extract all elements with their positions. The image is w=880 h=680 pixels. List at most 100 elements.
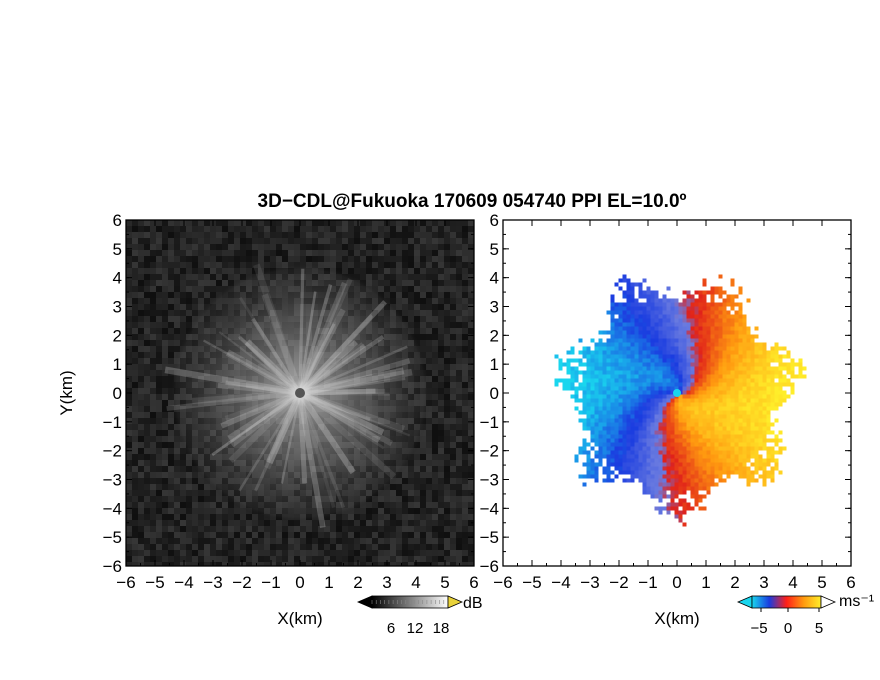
velocity-pixel: [650, 302, 655, 307]
velocity-pixel: [662, 370, 667, 375]
velocity-pixel: [666, 398, 671, 403]
velocity-pixel: [650, 374, 655, 379]
velocity-pixel: [646, 290, 651, 295]
noise-cell: [468, 466, 474, 472]
noise-cell: [168, 484, 174, 490]
velocity-pixel: [618, 318, 623, 323]
noise-cell: [162, 406, 168, 412]
velocity-pixel: [590, 410, 595, 415]
velocity-pixel: [754, 374, 759, 379]
noise-cell: [240, 238, 246, 244]
velocity-pixel: [762, 346, 767, 351]
noise-cell: [432, 478, 438, 484]
noise-cell: [144, 442, 150, 448]
velocity-pixel: [630, 306, 635, 311]
noise-cell: [126, 466, 132, 472]
noise-cell: [270, 226, 276, 232]
velocity-pixel: [754, 406, 759, 411]
velocity-pixel: [738, 338, 743, 343]
noise-cell: [456, 238, 462, 244]
noise-cell: [174, 532, 180, 538]
x-tick-label: −4: [174, 573, 193, 592]
echo-radial-streak: [298, 392, 346, 509]
noise-cell: [432, 256, 438, 262]
velocity-pixel: [706, 390, 711, 395]
velocity-pixel: [590, 358, 595, 363]
velocity-pixel: [774, 358, 779, 363]
velocity-pixel: [698, 302, 703, 307]
echo-radial-streak: [211, 391, 301, 456]
noise-cell: [288, 232, 294, 238]
velocity-pixel: [614, 390, 619, 395]
noise-cell: [228, 544, 234, 550]
velocity-pixel: [614, 398, 619, 403]
noise-cell: [144, 280, 150, 286]
velocity-pixel: [786, 354, 791, 359]
noise-cell: [282, 256, 288, 262]
velocity-pixel: [662, 402, 667, 407]
velocity-pixel: [754, 358, 759, 363]
velocity-pixel: [702, 394, 707, 399]
velocity-pixel: [746, 330, 751, 335]
velocity-pixel: [778, 346, 783, 351]
velocity-pixel: [678, 330, 683, 335]
noise-cell: [198, 232, 204, 238]
velocity-pixel: [662, 334, 667, 339]
noise-cell: [192, 526, 198, 532]
noise-cell: [132, 502, 138, 508]
noise-cell: [414, 316, 420, 322]
noise-cell: [384, 244, 390, 250]
noise-cell: [348, 232, 354, 238]
velocity-pixel: [678, 362, 683, 367]
noise-cell: [198, 280, 204, 286]
noise-cell: [396, 544, 402, 550]
noise-cell: [144, 238, 150, 244]
velocity-pixel: [710, 402, 715, 407]
velocity-pixel: [754, 350, 759, 355]
velocity-pixel: [730, 390, 735, 395]
noise-cell: [414, 274, 420, 280]
noise-cell: [198, 562, 204, 566]
velocity-pixel: [702, 386, 707, 391]
noise-cell: [432, 238, 438, 244]
velocity-pixel: [726, 394, 731, 399]
velocity-pixel: [622, 322, 627, 327]
velocity-pixel: [710, 310, 715, 315]
noise-cell: [426, 268, 432, 274]
noise-cell: [138, 268, 144, 274]
noise-cell: [138, 556, 144, 562]
velocity-pixel: [774, 402, 779, 407]
velocity-pixel: [650, 334, 655, 339]
noise-cell: [150, 226, 156, 232]
noise-cell: [456, 370, 462, 376]
noise-cell: [402, 484, 408, 490]
velocity-pixel: [706, 322, 711, 327]
noise-cell: [216, 244, 222, 250]
noise-cell: [150, 460, 156, 466]
noise-cell: [210, 520, 216, 526]
noise-cell: [144, 316, 150, 322]
velocity-pixel: [778, 394, 783, 399]
noise-cell: [144, 268, 150, 274]
noise-cell: [426, 544, 432, 550]
noise-cell: [414, 562, 420, 566]
velocity-pixel: [586, 378, 591, 383]
velocity-pixel: [662, 398, 667, 403]
noise-cell: [264, 538, 270, 544]
noise-cell: [336, 232, 342, 238]
noise-cell: [174, 508, 180, 514]
velocity-pixel: [646, 338, 651, 343]
velocity-pixel: [698, 406, 703, 411]
noise-cell: [372, 268, 378, 274]
velocity-pixel: [706, 382, 711, 387]
noise-cell: [168, 508, 174, 514]
noise-cell: [180, 472, 186, 478]
velocity-pixel: [642, 398, 647, 403]
velocity-pixel: [634, 318, 639, 323]
velocity-pixel: [682, 406, 687, 411]
velocity-pixel: [614, 374, 619, 379]
velocity-pixel: [690, 358, 695, 363]
noise-cell: [168, 292, 174, 298]
velocity-pixel: [726, 338, 731, 343]
noise-cell: [174, 538, 180, 544]
